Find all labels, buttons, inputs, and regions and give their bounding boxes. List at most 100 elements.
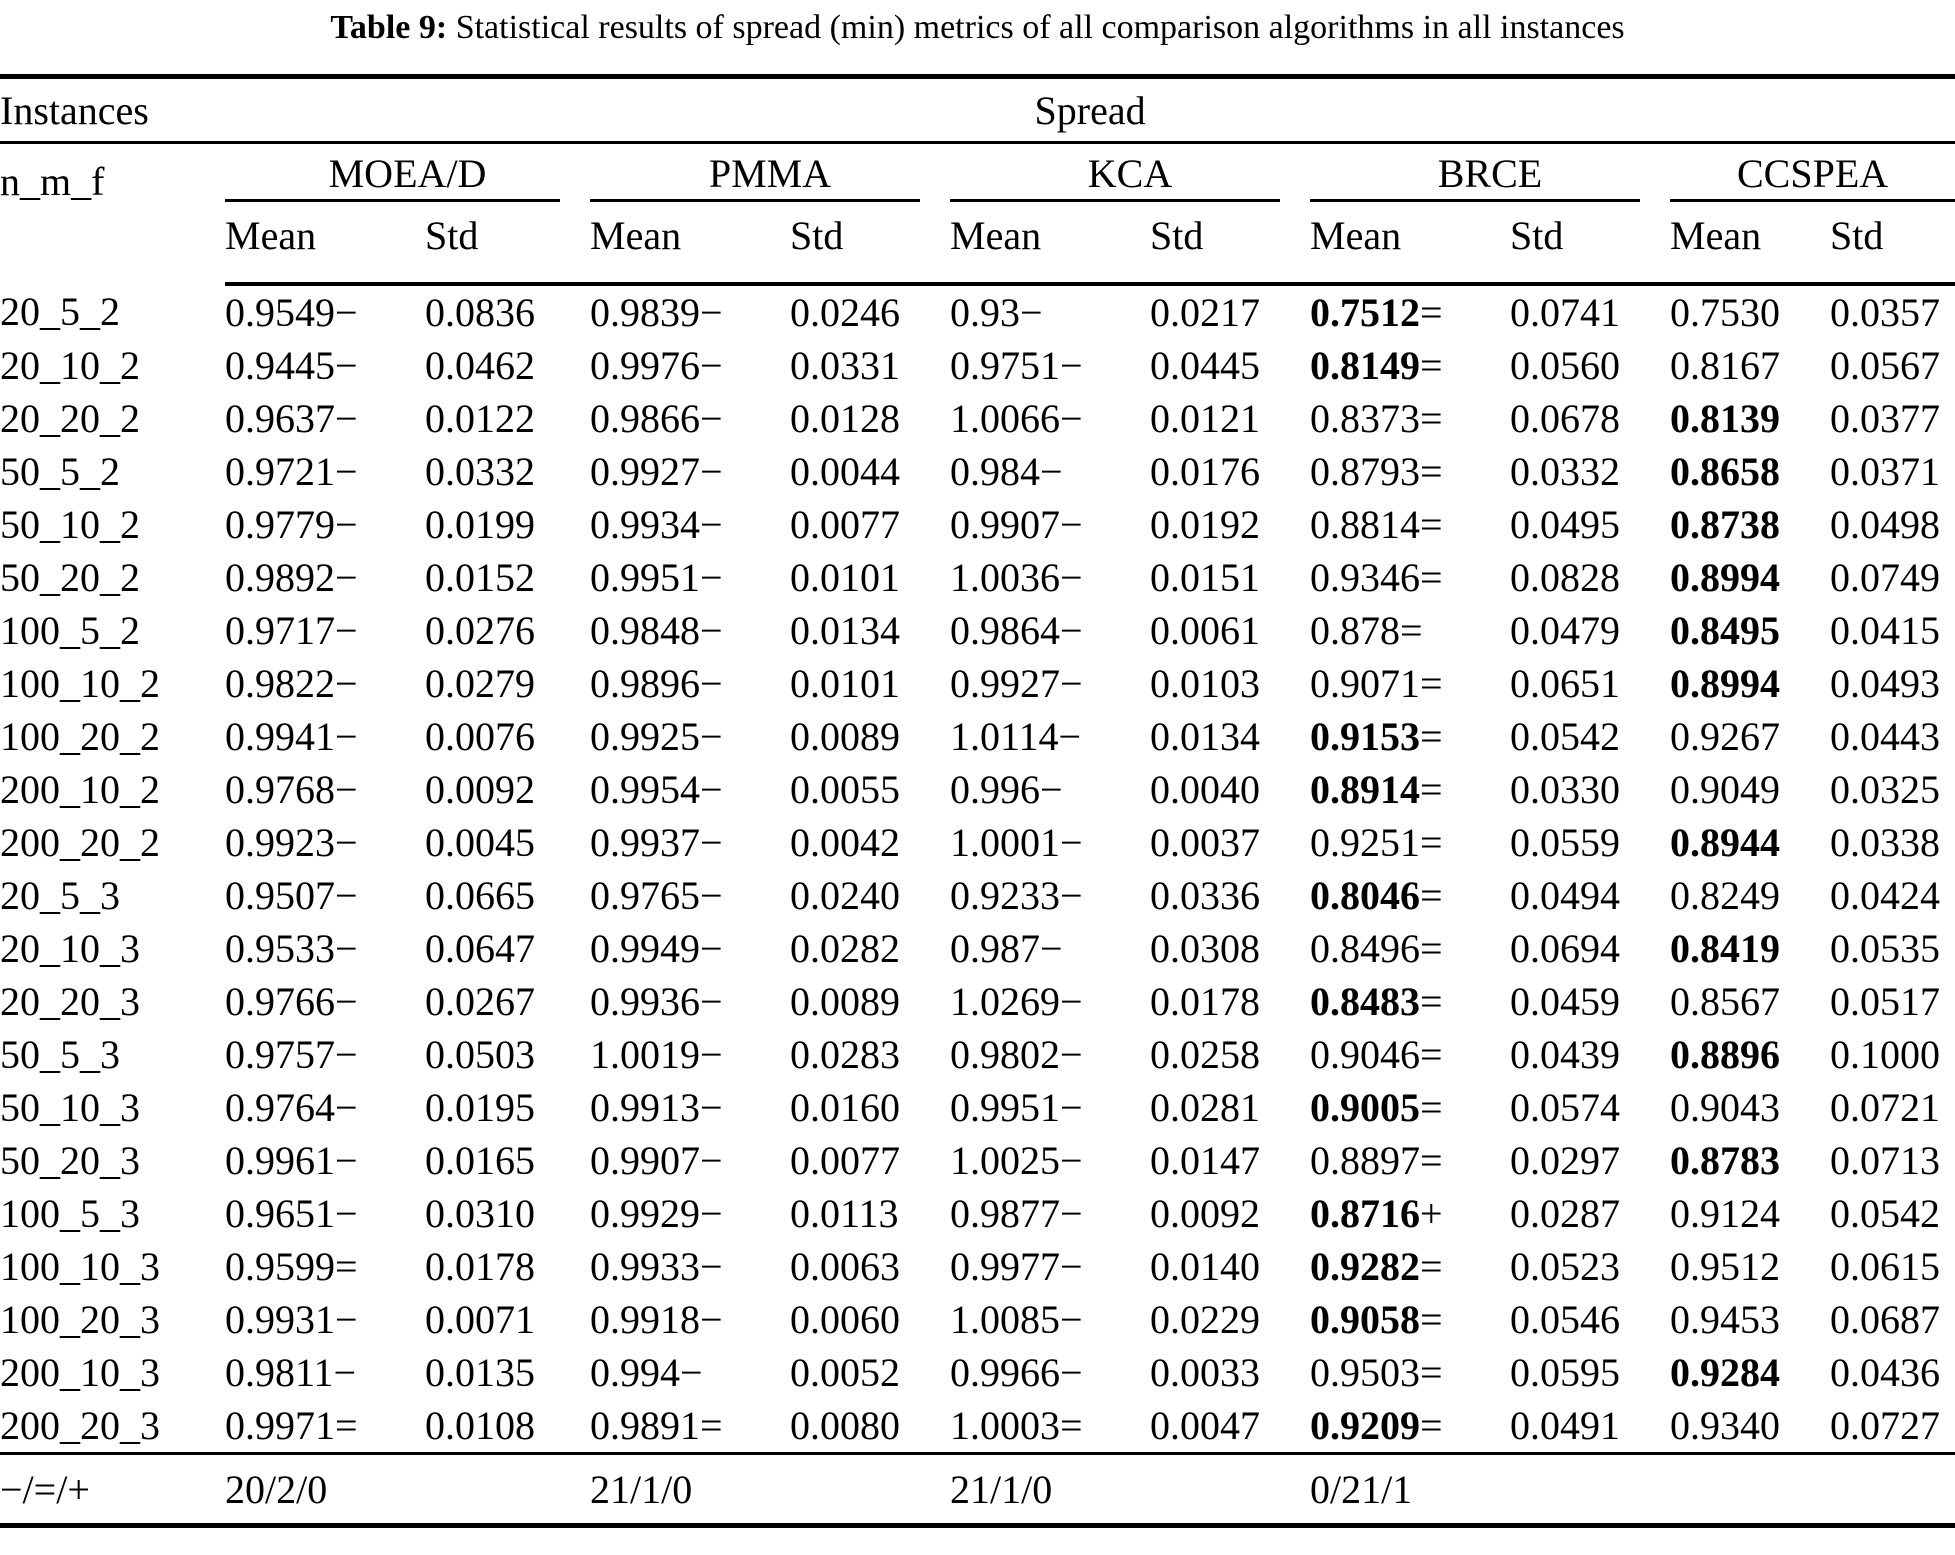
algo-header-brce: BRCE (1310, 143, 1670, 203)
mean-value: 1.0003 (950, 1403, 1060, 1448)
header-row-group: Instances Spread (0, 74, 1955, 144)
significance-sign: = (335, 1244, 358, 1289)
std-cell: 0.0721 (1830, 1085, 1940, 1130)
mean-cell: 0.9927− (950, 657, 1150, 710)
std-cell: 0.0503 (425, 1032, 535, 1077)
mean-value: 0.9512 (1670, 1244, 1780, 1289)
table-row: 200_20_2 0.9923− 0.0045 0.9937− 0.0042 1.0001… (0, 816, 1955, 869)
significance-sign: − (1060, 396, 1083, 441)
significance-sign: − (1060, 608, 1083, 653)
mean-value: 0.9927 (950, 661, 1060, 706)
std-cell: 0.0178 (1150, 979, 1260, 1024)
significance-sign: − (335, 873, 358, 918)
std-cell: 0.0651 (1510, 661, 1620, 706)
instance-cell: 20_5_2 (0, 289, 120, 334)
mean-cell: 0.8249 (1670, 869, 1830, 922)
mean-value: 0.9931 (225, 1297, 335, 1342)
std-cell: 0.0495 (1510, 502, 1620, 547)
std-cell: 0.0135 (425, 1350, 535, 1395)
mean-value: 0.9267 (1670, 714, 1780, 759)
significance-sign: = (1420, 1297, 1443, 1342)
mean-value: 0.9941 (225, 714, 335, 759)
mean-cell: 0.8658 (1670, 445, 1830, 498)
std-cell: 0.0076 (425, 714, 535, 759)
mean-value: 0.9976 (590, 343, 700, 388)
mean-cell: 0.9764− (225, 1081, 425, 1134)
std-cell: 0.1000 (1830, 1032, 1940, 1077)
std-cell: 0.0459 (1510, 979, 1620, 1024)
mean-value: 0.9046 (1310, 1032, 1420, 1077)
table-row: 20_5_3 0.9507− 0.0665 0.9765− 0.0240 0.9233− 0… (0, 869, 1955, 922)
significance-sign: − (1060, 1244, 1083, 1289)
mean-value: 0.9209 (1310, 1403, 1420, 1448)
instance-cell: 50_10_3 (0, 1085, 140, 1130)
mean-cell: 0.7512= (1310, 284, 1510, 339)
mean-value: 0.8419 (1670, 926, 1780, 971)
mean-cell: 0.9929− (590, 1187, 790, 1240)
mean-value: 0.8716 (1310, 1191, 1420, 1236)
significance-sign: − (700, 1032, 723, 1077)
std-cell: 0.0229 (1150, 1297, 1260, 1342)
std-cell: 0.0045 (425, 820, 535, 865)
std-cell: 0.0330 (1510, 767, 1620, 812)
summary-moead: 20/2/0 (225, 1452, 590, 1528)
mean-cell: 0.9512 (1670, 1240, 1830, 1293)
instance-cell: 20_20_2 (0, 396, 140, 441)
std-header: Std (790, 202, 950, 286)
significance-sign: − (700, 343, 723, 388)
mean-cell: 0.9153= (1310, 710, 1510, 763)
std-cell: 0.0258 (1150, 1032, 1260, 1077)
instance-cell: 200_10_3 (0, 1350, 160, 1395)
std-cell: 0.0491 (1510, 1403, 1620, 1448)
std-cell: 0.0134 (790, 608, 900, 653)
table-row: 50_5_3 0.9757− 0.0503 1.0019− 0.0283 0.9802− 0… (0, 1028, 1955, 1081)
std-cell: 0.0535 (1830, 926, 1940, 971)
significance-sign: − (700, 1085, 723, 1130)
mean-cell: 0.9954− (590, 763, 790, 816)
mean-value: 0.8046 (1310, 873, 1420, 918)
mean-header: Mean (950, 202, 1150, 286)
mean-value: 0.9445 (225, 343, 335, 388)
mean-cell: 0.9046= (1310, 1028, 1510, 1081)
mean-cell: 0.9811− (225, 1346, 425, 1399)
table-row: 50_20_3 0.9961− 0.0165 0.9907− 0.0077 1.0025−… (0, 1134, 1955, 1187)
mean-value: 0.9811 (225, 1350, 334, 1395)
mean-cell: 0.9918− (590, 1293, 790, 1346)
std-cell: 0.0101 (790, 555, 900, 600)
std-cell: 0.0694 (1510, 926, 1620, 971)
mean-value: 0.9124 (1670, 1191, 1780, 1236)
mean-cell: 0.9925− (590, 710, 790, 763)
mean-cell: 0.9941− (225, 710, 425, 763)
significance-sign: − (1060, 661, 1083, 706)
mean-cell: 0.9637− (225, 392, 425, 445)
mean-cell: 0.9927− (590, 445, 790, 498)
std-cell: 0.0042 (790, 820, 900, 865)
mean-cell: 0.9043 (1670, 1081, 1830, 1134)
mean-value: 0.9961 (225, 1138, 335, 1183)
table-row: 20_10_2 0.9445− 0.0462 0.9976− 0.0331 0.9751−… (0, 339, 1955, 392)
significance-sign: − (335, 926, 358, 971)
mean-cell: 0.9923− (225, 816, 425, 869)
std-cell: 0.0546 (1510, 1297, 1620, 1342)
instance-cell: 50_20_3 (0, 1138, 140, 1183)
std-cell: 0.0176 (1150, 449, 1260, 494)
mean-value: 0.984 (950, 449, 1040, 494)
table-row: 100_20_2 0.9941− 0.0076 0.9925− 0.0089 1.0114… (0, 710, 1955, 763)
mean-value: 0.9768 (225, 767, 335, 812)
significance-sign: − (333, 1350, 357, 1395)
std-cell: 0.0103 (1150, 661, 1260, 706)
mean-cell: 0.8167 (1670, 339, 1830, 392)
significance-sign: − (700, 926, 723, 971)
mean-cell: 0.8483= (1310, 975, 1510, 1028)
std-cell: 0.0037 (1150, 820, 1260, 865)
significance-sign: = (1420, 1032, 1443, 1077)
significance-sign: − (335, 1032, 358, 1077)
mean-cell: 0.9124 (1670, 1187, 1830, 1240)
std-cell: 0.0687 (1830, 1297, 1940, 1342)
std-cell: 0.0061 (1150, 608, 1260, 653)
significance-sign: − (1060, 979, 1083, 1024)
std-cell: 0.0494 (1510, 873, 1620, 918)
std-cell: 0.0092 (425, 767, 535, 812)
mean-cell: 0.8994 (1670, 657, 1830, 710)
